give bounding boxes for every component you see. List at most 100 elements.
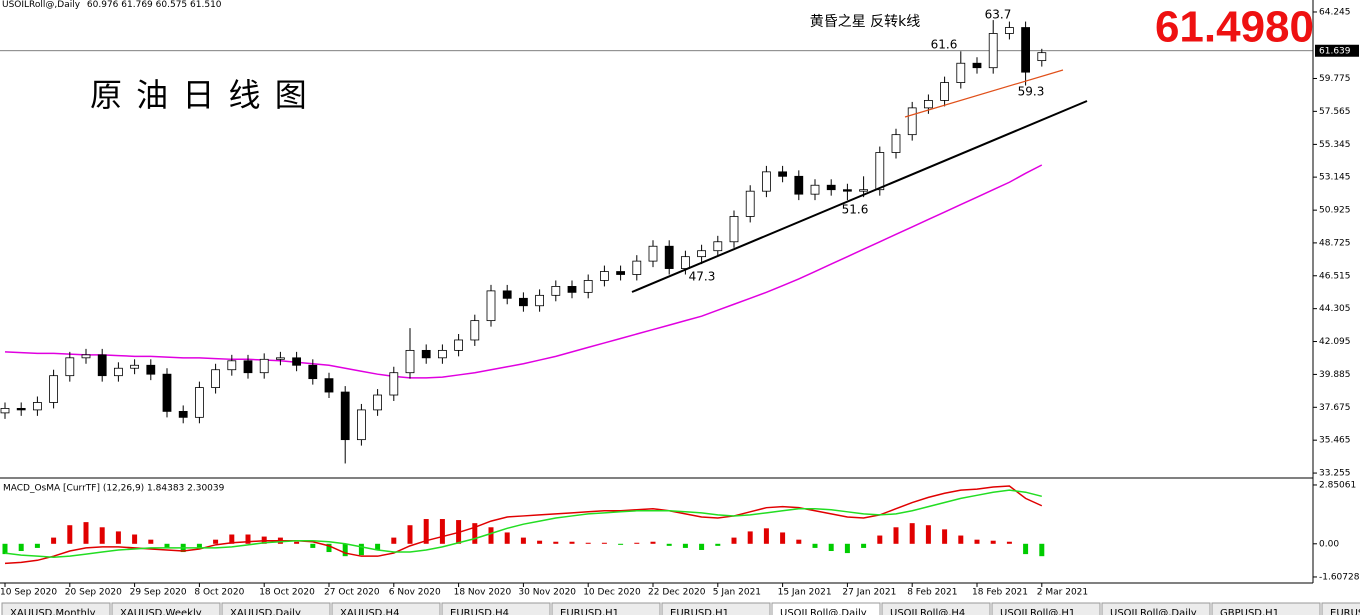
osma-bar [715,543,721,546]
osma-bar [877,535,883,544]
chart-tab-label[interactable]: EURUSD,H4 [1330,608,1360,615]
candle-body [275,357,285,360]
headline-price: 61.4980 [1155,3,1314,52]
chart-tab[interactable] [441,602,551,615]
macd-line [4,485,1043,565]
annotation: 63.7 [985,8,1012,22]
chart-tab-label[interactable]: USOILRoll@,Daily [1110,608,1197,615]
moving-average [4,164,1043,379]
candle-body [664,245,674,269]
y-tick-label: 42.095 [1319,337,1351,347]
x-tick-label: 8 Feb 2021 [907,588,957,598]
x-tick-label: 15 Jan 2021 [778,588,832,598]
chart-title: 原 油 日 线 图 [90,76,309,114]
chart-tab[interactable] [111,602,221,615]
x-tick-label: 27 Jan 2021 [842,588,896,598]
chart-tab[interactable] [1211,602,1321,615]
chart-tab[interactable] [1101,602,1211,615]
candle-body [1037,52,1047,62]
candle-body [843,189,852,192]
osma-bar [358,543,364,556]
chart-tab[interactable] [881,602,991,615]
osma-bar [828,543,834,552]
osma-bar [682,543,688,548]
chart-tab[interactable] [221,602,331,615]
osma-bar [2,543,8,555]
y-tick-label: 57.565 [1319,107,1351,117]
chart-tab[interactable] [551,602,661,615]
chart-tab[interactable] [991,602,1101,615]
osma-bar [861,543,867,548]
chart-tab[interactable] [1321,602,1360,615]
x-tick-label: 30 Nov 2020 [518,588,576,598]
candle-body [519,297,528,307]
candle-body [16,408,26,411]
osma-bar [990,540,996,544]
candle-body [859,189,868,192]
x-tick-label: 2 Mar 2021 [1037,588,1088,598]
osma-bar [391,537,397,544]
candle-body [389,372,399,396]
osma-bar [812,543,818,548]
osma-bar [504,532,510,544]
annotation: 47.3 [689,270,716,284]
osma-bar [326,543,332,553]
chart-tab[interactable] [331,602,441,615]
osma-bar [294,541,300,544]
candle-body [0,408,10,414]
candle-body [470,320,480,341]
candle-body [600,271,609,281]
chart-tab[interactable] [1,602,111,615]
osma-bar [439,519,445,544]
candle-body [535,294,544,307]
chart-tab-label[interactable]: USOILRoll@,H4 [890,608,965,615]
candle-body [227,360,237,371]
chart-tab[interactable] [771,602,881,615]
chart-tab[interactable] [661,602,771,615]
osma-bar [666,543,672,546]
chart-tab-label[interactable]: GBPUSD,H1 [1220,608,1279,615]
candle-body [373,394,383,411]
candle-body [826,184,836,191]
chart-tab-label[interactable]: XAUUSD,Weekly [120,608,202,615]
candle-body [616,271,625,275]
candle-body [713,241,723,252]
osma-bar [650,541,656,544]
chart-tab-label[interactable]: XAUUSD,Monthly [10,608,96,615]
x-tick-label: 18 Nov 2020 [454,588,512,598]
candle-body [681,256,690,269]
osma-bar [342,543,348,557]
osma-bar [99,527,105,544]
chart-tab-label[interactable]: EURUSD,H1 [560,608,619,615]
x-tick-label: 18 Feb 2021 [972,588,1028,598]
chart-tab-label[interactable]: EURUSD,H4 [450,608,509,615]
ohlc: 61.769 [121,0,153,10]
annotation: 59.3 [1018,85,1045,99]
x-tick-label: 29 Sep 2020 [130,588,187,598]
candle-body [502,290,512,299]
y-tick-label: 46.515 [1319,271,1351,281]
candle-body [97,354,107,377]
chart-tab-label[interactable]: EURUSD,H1 [670,608,729,615]
chart-tab-label[interactable]: USOILRoll@,H1 [1000,608,1075,615]
osma-bar [310,543,316,548]
y-tick-label: 35.465 [1319,436,1351,446]
chart-tab-label[interactable]: XAUUSD,Daily [230,608,301,615]
osma-bar [1006,541,1012,544]
x-tick-label: 18 Oct 2020 [259,588,315,598]
chart-tab-label[interactable]: XAUUSD,H4 [340,608,399,615]
candle-body [421,349,431,359]
chart-tab-label[interactable]: USOILRoll@,Daily [780,608,867,615]
osma-bar [958,535,964,544]
candle-body [49,375,58,403]
osma-bar [1023,543,1029,555]
ohlc: 60.976 [87,0,119,10]
osma-bar [407,525,413,544]
candle-body [65,357,75,377]
x-tick-label: 8 Oct 2020 [194,588,244,598]
candle-body [33,402,42,411]
candle-body [972,62,982,69]
x-tick-label: 22 Dec 2020 [648,588,706,598]
candle-body [178,410,188,418]
